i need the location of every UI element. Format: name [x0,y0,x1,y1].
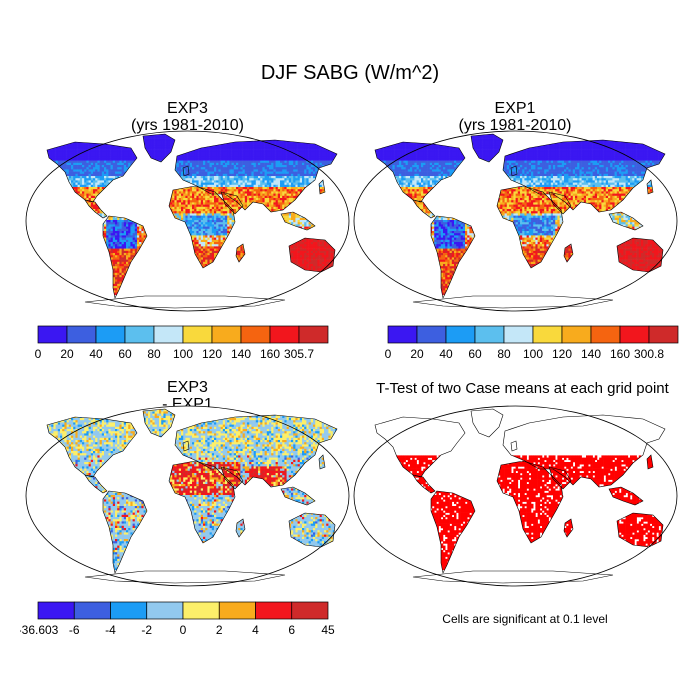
colorbar-diff-tick-label: 0 [180,623,187,637]
colorbar-exp1-swatch [387,325,418,344]
colorbar-exp1-tick-label: 120 [552,347,572,361]
colorbar-diff-swatch [291,601,329,620]
colorbar-exp1-tick-label: 20 [410,347,424,361]
map-exp1 [353,130,678,312]
colorbar-exp1-tick-label: 300.8 [634,347,664,361]
colorbar-exp3-swatch [95,325,126,344]
colorbar-exp1: 0 20 40 60 80 100 120 140 160 300.8 [385,325,679,361]
colorbar-exp3-tick-label: 100 [173,347,193,361]
colorbar-exp1-tick-label: 140 [581,347,601,361]
colorbar-exp1-swatch [648,325,679,344]
colorbar-exp1-swatch [416,325,447,344]
colorbar-exp3-swatch [66,325,97,344]
colorbar-diff-tick-label: -2 [141,623,152,637]
colorbar-exp1-tick-label: 40 [439,347,453,361]
colorbar-diff-tick-label: 6 [288,623,295,637]
colorbar-exp3-tick-label: 0 [35,347,42,361]
panel-exp3-title-line2: (yrs 1981-2010) [25,117,350,134]
colorbar-diff-tick-label: -36.603 [20,623,59,637]
panel-exp3-title-line1: EXP3 [25,100,350,117]
significance-footnote: Cells are significant at 0.1 level [350,612,700,626]
colorbar-exp3-tick-label: 40 [89,347,103,361]
panel-ttest-title: T-Test of two Case means at each grid po… [350,380,695,397]
colorbar-exp3-swatch [269,325,300,344]
colorbar-exp3-swatch [182,325,213,344]
colorbar-diff-swatch [255,601,293,620]
colorbar-exp1-swatch [619,325,650,344]
colorbar-diff-tick-label: 45 [321,623,335,637]
colorbar-exp3-tick-label: 120 [202,347,222,361]
colorbar-exp3-tick-label: 140 [231,347,251,361]
figure-title: DJF SABG (W/m^2) [0,62,700,85]
map-diff [25,405,350,587]
panel-exp1-title-line2: (yrs 1981-2010) [355,117,675,134]
colorbar-diff-tick-label: -4 [105,623,116,637]
colorbar-exp3-tick-label: 60 [118,347,132,361]
colorbar-exp3-swatch [240,325,271,344]
colorbar-exp3-swatch [124,325,155,344]
colorbar-diff-swatch [110,601,148,620]
colorbar-exp1-tick-label: 0 [385,347,392,361]
colorbar-exp1-tick-label: 80 [497,347,511,361]
colorbar-diff-swatch [218,601,256,620]
colorbar-exp3-tick-label: 80 [147,347,161,361]
colorbar-exp1-swatch [503,325,534,344]
colorbar-diff-tick-label: -6 [69,623,80,637]
colorbar-diff-swatch [146,601,184,620]
colorbar-exp1-tick-label: 60 [468,347,482,361]
colorbar-exp1-swatch [590,325,621,344]
colorbar-exp3-tick-label: 20 [60,347,74,361]
colorbar-exp3: 0 20 40 60 80 100 120 140 160 305.7 [35,325,329,361]
panel-exp1-title-line1: EXP1 [355,100,675,117]
colorbar-exp3-swatch [298,325,329,344]
colorbar-exp3-tick-label: 305.7 [284,347,314,361]
colorbar-exp3-swatch [153,325,184,344]
colorbar-diff: -36.603 -6 -4 -2 0 2 4 6 45 [20,601,335,637]
colorbar-diff-swatch [182,601,220,620]
colorbar-exp1-swatch [532,325,563,344]
map-ttest [353,405,678,587]
colorbar-exp3-tick-label: 160 [260,347,280,361]
colorbar-diff-swatch [73,601,111,620]
colorbar-exp1-swatch [445,325,476,344]
map-exp3 [25,130,350,312]
colorbar-diff-swatch [37,601,75,620]
colorbar-diff-tick-label: 4 [252,623,259,637]
colorbar-exp3-swatch [37,325,68,344]
colorbar-exp3-swatch [211,325,242,344]
colorbar-exp1-swatch [561,325,592,344]
panel-diff-title-line1: EXP3 [25,379,350,396]
panel-exp1-title: EXP1 (yrs 1981-2010) [355,100,675,134]
colorbar-exp1-tick-label: 160 [610,347,630,361]
colorbar-exp1-tick-label: 100 [523,347,543,361]
colorbar-diff-tick-label: 2 [216,623,223,637]
panel-exp3-title: EXP3 (yrs 1981-2010) [25,100,350,134]
colorbar-exp1-swatch [474,325,505,344]
